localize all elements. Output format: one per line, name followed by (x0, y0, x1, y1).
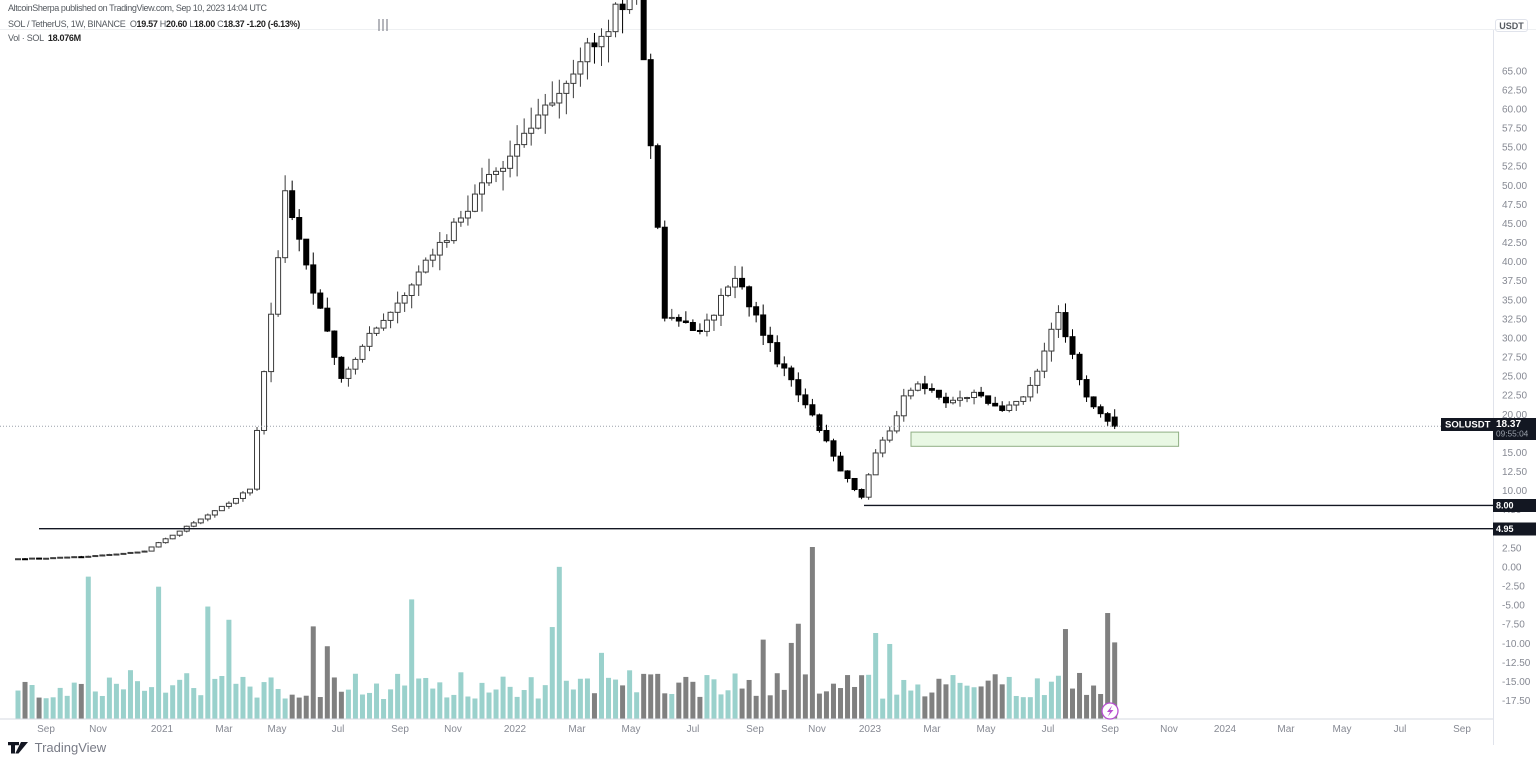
svg-text:May: May (977, 724, 996, 735)
svg-text:Sep: Sep (391, 724, 409, 735)
svg-text:-2.50: -2.50 (1502, 582, 1525, 593)
svg-text:50.00: 50.00 (1502, 181, 1527, 192)
svg-text:52.50: 52.50 (1502, 162, 1527, 173)
svg-text:Nov: Nov (89, 724, 107, 735)
svg-text:10.00: 10.00 (1502, 486, 1527, 497)
svg-text:12.50: 12.50 (1502, 467, 1527, 478)
svg-text:30.00: 30.00 (1502, 334, 1527, 345)
svg-text:09:55:04: 09:55:04 (1496, 429, 1529, 439)
svg-text:42.50: 42.50 (1502, 238, 1527, 249)
svg-text:Nov: Nov (808, 724, 826, 735)
svg-text:Sep: Sep (746, 724, 764, 735)
svg-text:37.50: 37.50 (1502, 276, 1527, 287)
svg-text:-15.00: -15.00 (1502, 677, 1531, 688)
svg-text:2022: 2022 (504, 724, 527, 735)
svg-text:Jul: Jul (1042, 724, 1055, 735)
svg-text:60.00: 60.00 (1502, 105, 1527, 116)
svg-text:Jul: Jul (687, 724, 700, 735)
svg-text:Jul: Jul (1394, 724, 1407, 735)
svg-text:Nov: Nov (1160, 724, 1178, 735)
svg-text:2021: 2021 (151, 724, 174, 735)
svg-text:Sep: Sep (1453, 724, 1471, 735)
svg-text:55.00: 55.00 (1502, 143, 1527, 154)
svg-text:62.50: 62.50 (1502, 85, 1527, 96)
svg-text:Mar: Mar (215, 724, 233, 735)
svg-text:25.00: 25.00 (1502, 372, 1527, 383)
svg-text:2023: 2023 (859, 724, 882, 735)
svg-text:-7.50: -7.50 (1502, 620, 1525, 631)
svg-text:22.50: 22.50 (1502, 391, 1527, 402)
svg-text:27.50: 27.50 (1502, 353, 1527, 364)
svg-text:32.50: 32.50 (1502, 314, 1527, 325)
svg-text:May: May (268, 724, 287, 735)
svg-text:47.50: 47.50 (1502, 200, 1527, 211)
svg-text:-17.50: -17.50 (1502, 696, 1531, 707)
svg-text:65.00: 65.00 (1502, 66, 1527, 77)
svg-text:2024: 2024 (1214, 724, 1237, 735)
svg-text:Sep: Sep (37, 724, 55, 735)
svg-text:45.00: 45.00 (1502, 219, 1527, 230)
svg-text:0.00: 0.00 (1502, 563, 1522, 574)
svg-text:Jul: Jul (332, 724, 345, 735)
svg-text:40.00: 40.00 (1502, 257, 1527, 268)
svg-text:2.50: 2.50 (1502, 543, 1522, 554)
svg-text:Mar: Mar (1277, 724, 1295, 735)
svg-text:May: May (1333, 724, 1352, 735)
svg-text:Nov: Nov (444, 724, 462, 735)
svg-text:8.00: 8.00 (1496, 500, 1514, 510)
svg-text:Sep: Sep (1101, 724, 1119, 735)
svg-text:SOLUSDT: SOLUSDT (1445, 419, 1491, 430)
svg-text:Mar: Mar (923, 724, 941, 735)
svg-text:15.00: 15.00 (1502, 448, 1527, 459)
svg-text:-12.50: -12.50 (1502, 658, 1531, 669)
svg-text:-10.00: -10.00 (1502, 639, 1531, 650)
svg-text:57.50: 57.50 (1502, 124, 1527, 135)
svg-text:4.95: 4.95 (1496, 524, 1514, 534)
svg-text:-5.00: -5.00 (1502, 601, 1525, 612)
svg-text:35.00: 35.00 (1502, 295, 1527, 306)
svg-text:May: May (622, 724, 641, 735)
svg-text:Mar: Mar (568, 724, 586, 735)
